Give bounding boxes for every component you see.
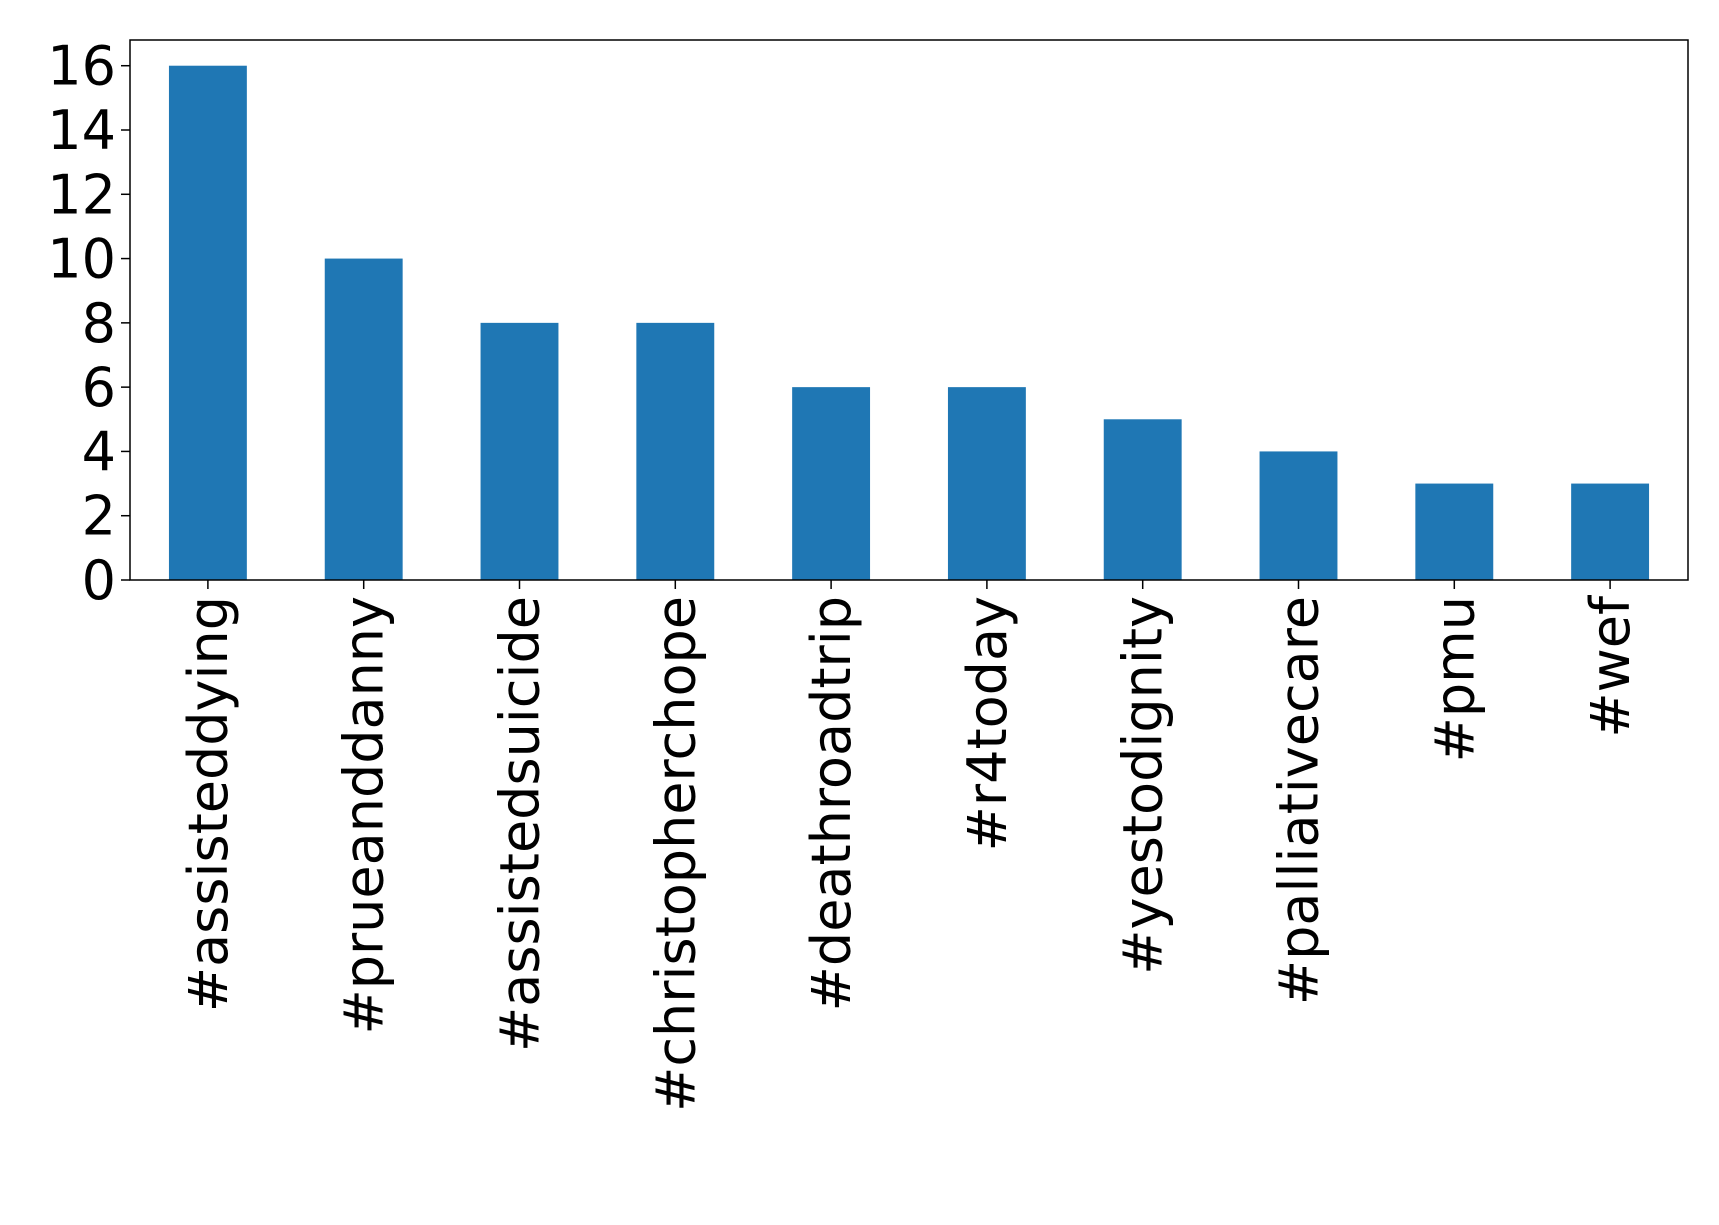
y-tick-label: 14	[47, 99, 116, 162]
x-tick-label: #pmu	[1423, 596, 1486, 762]
x-tick-label: #r4today	[956, 596, 1019, 851]
bar	[1103, 419, 1182, 580]
bar	[792, 387, 871, 580]
bar	[947, 387, 1026, 580]
bar	[1571, 483, 1650, 580]
bar	[636, 322, 715, 580]
x-tick-label: #palliativecare	[1268, 596, 1331, 1005]
bar	[480, 322, 559, 580]
y-tick-label: 6	[82, 356, 116, 419]
bar	[1415, 483, 1494, 580]
y-tick-label: 0	[82, 549, 116, 612]
x-tick-label: #wef	[1579, 594, 1642, 738]
bar	[168, 65, 247, 580]
x-tick-label: #christopherchope	[644, 596, 707, 1112]
y-tick-label: 8	[82, 292, 116, 355]
y-tick-label: 10	[47, 228, 116, 291]
x-tick-label: #deathroadtrip	[800, 596, 863, 1011]
y-tick-label: 12	[47, 163, 116, 226]
y-tick-label: 16	[47, 35, 116, 98]
bar	[324, 258, 403, 580]
x-tick-label: #assisteddying	[177, 596, 240, 1012]
x-tick-label: #yestodignity	[1112, 596, 1175, 975]
y-tick-label: 4	[82, 420, 116, 483]
bar	[1259, 451, 1338, 580]
x-tick-label: #prueanddanny	[333, 596, 396, 1035]
plot-frame	[129, 39, 1689, 581]
x-tick-label: #assistedsuicide	[489, 596, 552, 1052]
y-tick-label: 2	[82, 485, 116, 548]
